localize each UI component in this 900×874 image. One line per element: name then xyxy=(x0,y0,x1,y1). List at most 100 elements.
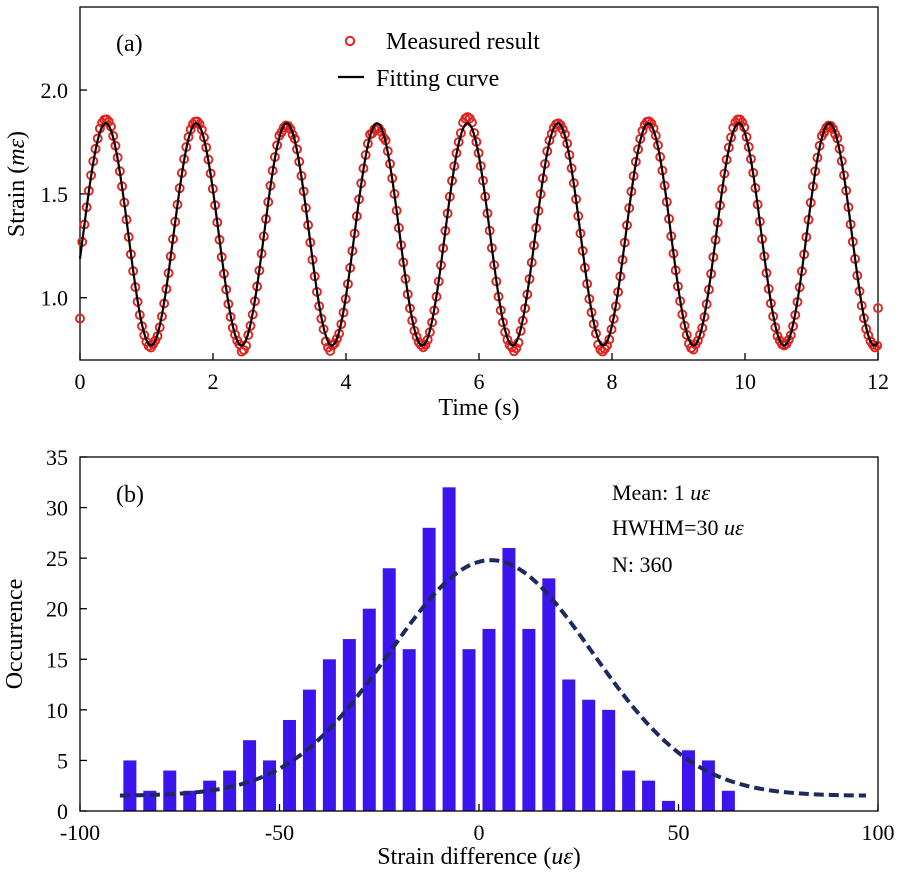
histogram-bar xyxy=(163,770,177,811)
panel-b-histogram: -100 -50 0 50 100 0 5 10 15 20 25 30 35 (b) Mean: 1… xyxy=(2,445,895,870)
panel-b-x-tick-label: 50 xyxy=(668,820,690,845)
histogram-bar xyxy=(402,649,416,811)
legend-fitting-label: Fitting curve xyxy=(376,66,499,92)
legend-measured-label: Measured result xyxy=(386,29,540,55)
histogram-bar xyxy=(442,487,456,811)
histogram-bar xyxy=(482,628,496,811)
measured-point xyxy=(75,313,85,324)
panel-a-y-ticks: 1.0 1.5 2.0 xyxy=(41,78,87,311)
panel-b-gaussian-fit xyxy=(119,558,867,798)
stat-n: N: 360 xyxy=(612,552,673,577)
measured-point xyxy=(870,342,880,353)
panel-a-label: (a) xyxy=(116,31,143,57)
panel-b-statistics: Mean: 1 uε HWHM=30 uε N: 360 xyxy=(612,480,744,577)
panel-b-y-tick-label: 35 xyxy=(46,445,68,470)
panel-b-x-axis-title: Strain difference (uε) xyxy=(377,844,581,870)
histogram-bar xyxy=(602,709,616,811)
stat-hwhm: HWHM=30 uε xyxy=(612,515,744,540)
panel-b-x-axis-title-unit: uε xyxy=(551,844,573,870)
panel-a-y-axis-title-unit: mε xyxy=(4,138,30,165)
histogram-bar xyxy=(382,568,396,811)
histogram-bar xyxy=(582,699,596,811)
measured-point xyxy=(278,122,289,133)
histogram-bar xyxy=(282,719,296,811)
histogram-bar xyxy=(263,760,277,811)
histogram-bar xyxy=(721,790,735,811)
panel-b-plot-frame xyxy=(79,456,879,812)
histogram-bar xyxy=(243,740,257,811)
histogram-bar xyxy=(642,780,656,811)
panel-b-y-tick-label: 30 xyxy=(46,496,68,521)
measured-point xyxy=(327,340,338,351)
histogram-bar xyxy=(362,608,376,811)
panel-b-y-ticks: 0 5 10 15 20 25 30 35 xyxy=(46,445,87,824)
panel-a-x-tick-label: 12 xyxy=(867,369,889,394)
panel-a-x-tick-label: 6 xyxy=(474,369,485,394)
panel-b-y-tick-label: 15 xyxy=(46,647,68,672)
panel-a-y-axis-title-main: Strain ( xyxy=(4,166,30,237)
panel-a-y-tick-label: 1.5 xyxy=(41,182,69,207)
panel-b-y-tick-label: 5 xyxy=(57,748,68,773)
stat-mean-unit: uε xyxy=(690,480,710,505)
panel-a-x-tick-label: 4 xyxy=(341,369,352,394)
histogram-bar xyxy=(701,760,715,811)
panel-a-strain-vs-time: 0 2 4 6 8 10 12 1.0 1.5 2.0 (a) Measured result … xyxy=(4,6,889,421)
histogram-bar xyxy=(203,780,217,811)
histogram-bar xyxy=(123,760,137,811)
panel-a-fitting-curve xyxy=(78,122,879,347)
histogram-bar xyxy=(622,770,636,811)
histogram-bar xyxy=(562,679,576,811)
histogram-bar xyxy=(662,800,676,811)
panel-a-x-tick-label: 8 xyxy=(607,369,618,394)
stat-mean: Mean: 1 uε xyxy=(612,480,710,505)
histogram-bar xyxy=(342,639,356,811)
panel-b-bars xyxy=(123,487,735,811)
histogram-bar xyxy=(322,659,336,811)
measured-point xyxy=(411,331,422,342)
panel-b-x-ticks: -100 -50 0 50 100 xyxy=(60,804,895,845)
panel-b-x-axis-title-main: Strain difference ( xyxy=(377,844,551,870)
panel-b-x-axis-title-end: ) xyxy=(573,844,581,870)
panel-b-y-tick-label: 25 xyxy=(46,546,68,571)
panel-a-x-tick-label: 10 xyxy=(734,369,756,394)
panel-a-x-ticks: 0 2 4 6 8 10 12 xyxy=(75,353,889,394)
measured-point xyxy=(418,342,429,353)
stat-hwhm-unit: uε xyxy=(724,515,744,540)
panel-b-x-tick-label: -50 xyxy=(265,820,294,845)
measured-point xyxy=(644,116,655,127)
panel-a-y-tick-label: 1.0 xyxy=(41,286,69,311)
panel-b-x-tick-label: 100 xyxy=(862,820,895,845)
histogram-bar xyxy=(542,578,556,811)
panel-a-y-tick-label: 2.0 xyxy=(41,78,69,103)
measured-point xyxy=(692,335,703,346)
histogram-bar xyxy=(223,770,237,811)
panel-b-label: (b) xyxy=(116,482,144,508)
stat-hwhm-text: HWHM=30 xyxy=(612,515,724,540)
histogram-bar xyxy=(522,628,536,811)
panel-b-x-tick-label: -100 xyxy=(60,820,100,845)
measured-point xyxy=(557,124,568,135)
legend-measured-marker-icon xyxy=(344,35,356,47)
panel-a-y-axis-title: Strain (mε) xyxy=(4,131,30,237)
stat-mean-text: Mean: 1 xyxy=(612,480,690,505)
measured-point xyxy=(783,335,794,345)
panel-b-y-tick-label: 0 xyxy=(57,799,68,824)
measured-point xyxy=(331,333,342,344)
panel-a-x-axis-title: Time (s) xyxy=(438,395,519,421)
histogram-bar xyxy=(681,750,695,811)
histogram-bar xyxy=(422,527,436,811)
measured-point xyxy=(325,345,336,356)
panel-a-y-axis-title-end: ) xyxy=(4,131,30,139)
panel-a-x-tick-label: 0 xyxy=(75,369,86,394)
histogram-bar xyxy=(183,790,197,811)
panel-b-y-tick-label: 10 xyxy=(46,698,68,723)
panel-b-x-tick-label: 0 xyxy=(474,820,485,845)
histogram-bar xyxy=(502,548,516,811)
panel-b-y-axis-title: Occurrence xyxy=(2,579,28,690)
panel-a-legend: Measured result Fitting curve xyxy=(338,29,540,92)
measured-point xyxy=(873,303,883,314)
panel-a-x-tick-label: 2 xyxy=(208,369,219,394)
panel-b-y-tick-label: 20 xyxy=(46,597,68,622)
histogram-bar xyxy=(462,649,476,811)
